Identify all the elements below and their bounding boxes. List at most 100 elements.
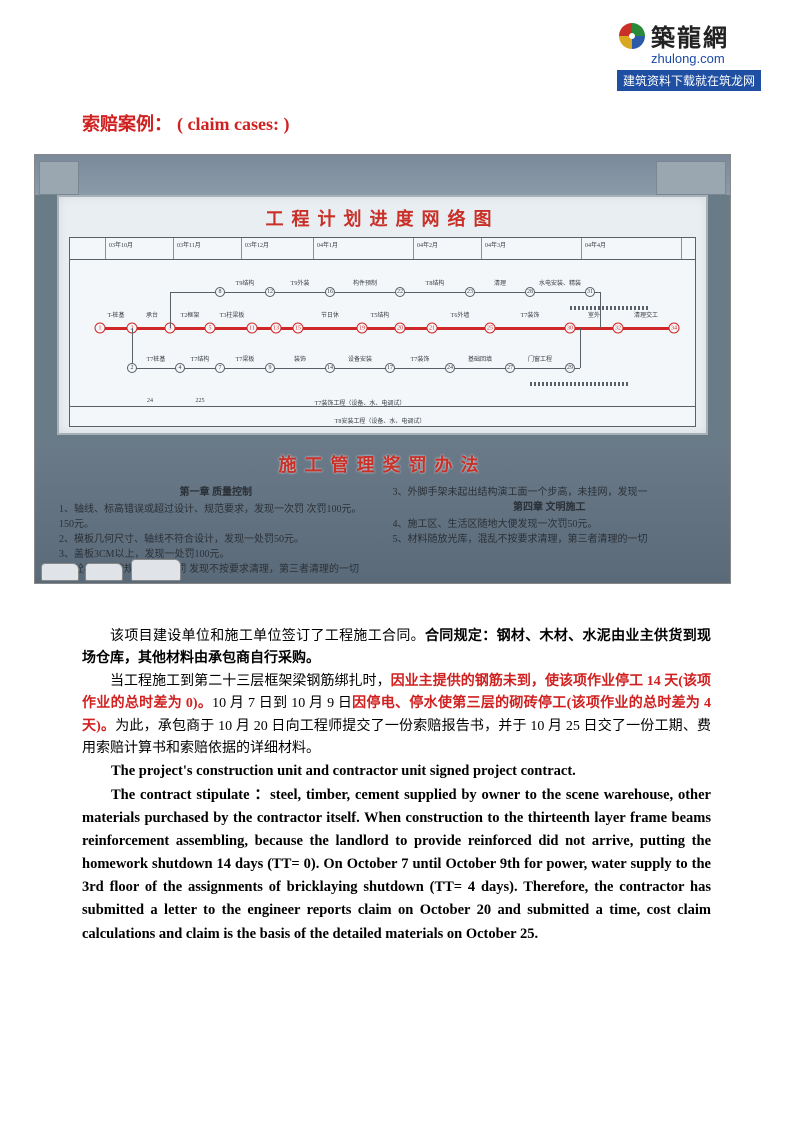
network-node: 2	[127, 363, 137, 373]
lower-title: 施工管理奖罚办法	[59, 451, 706, 477]
rules-line: 2、模板几何尺寸、轴线不符合设计，发现一处罚50元。	[59, 532, 373, 547]
activity-label: T7装饰	[411, 354, 430, 363]
critical-node: 1	[95, 323, 106, 334]
activity-label: 门窗工程	[528, 354, 552, 363]
site-logo: 築龍網 zhulong.com 建筑资料下载就在筑龙网	[617, 18, 761, 91]
network-node: 22	[395, 287, 405, 297]
network-node: 7	[215, 363, 225, 373]
activity-label: T9结构	[236, 278, 255, 287]
critical-node: 19	[357, 323, 368, 334]
activity-label: T6外墙	[451, 310, 470, 319]
activity-label: T9外装	[291, 278, 310, 287]
activity-label: 清理	[494, 278, 506, 287]
critical-node: 30	[565, 323, 576, 334]
frame-line	[70, 406, 695, 407]
upper-branch	[170, 292, 600, 293]
wavy-line	[530, 382, 630, 386]
title-cn: 索赔案例：	[82, 114, 172, 134]
logo-banner: 建筑资料下载就在筑龙网	[617, 70, 761, 91]
page-title: 索赔案例： ( claim cases: )	[82, 110, 711, 136]
network-node: 8	[215, 287, 225, 297]
activity-label: 装饰	[294, 354, 306, 363]
rules-right-chapter: 第四章 文明施工	[393, 500, 707, 515]
rules-right-col: 3、外脚手架未起出结构演工面一个步高，未挂网，发现一第四章 文明施工 4、施工区、…	[393, 485, 707, 577]
logo-pinwheel-icon	[617, 21, 647, 51]
lower-connector	[580, 328, 581, 368]
critical-node: 21	[427, 323, 438, 334]
site-photo: 工程计划进度网络图 03年10月03年11月03年12月04年1月04年2月04…	[34, 154, 731, 584]
network-node: 9	[265, 363, 275, 373]
rules-line: 150元。	[59, 517, 373, 532]
network-node: 4	[175, 363, 185, 373]
timeline-col	[70, 238, 106, 259]
critical-node: 25	[485, 323, 496, 334]
para-2: 当工程施工到第二十三层框架梁钢筋绑扎时，因业主提供的钢筋未到，使该项作业停工 1…	[82, 671, 711, 761]
activity-label: 承台	[146, 310, 158, 319]
activity-label: 清理交工	[634, 310, 658, 319]
rules-line: 3、外脚手架未起出结构演工面一个步高，未挂网，发现一	[393, 485, 707, 500]
timeline-col: 03年10月	[106, 238, 174, 259]
network-node: 23	[465, 287, 475, 297]
critical-node: 15	[293, 323, 304, 334]
activity-label: 构件预制	[353, 278, 377, 287]
network-node: 12	[265, 287, 275, 297]
activity-label: 水电安装、精装	[539, 278, 581, 287]
activity-label: T5结构	[371, 310, 390, 319]
network-node: 27	[505, 363, 515, 373]
timeline-col: 03年11月	[174, 238, 242, 259]
activity-label: T7桩基	[147, 354, 166, 363]
critical-path-line	[100, 327, 674, 330]
network-node: 24	[445, 363, 455, 373]
billboard-upper: 工程计划进度网络图 03年10月03年11月03年12月04年1月04年2月04…	[57, 195, 708, 435]
activity-label: 基础回填	[468, 354, 492, 363]
activity-label: T8结构	[426, 278, 445, 287]
wavy-line	[570, 306, 650, 310]
activity-label: T7装饰	[521, 310, 540, 319]
lower-connector	[132, 328, 133, 368]
logo-text-cn: 築龍網	[651, 18, 729, 53]
activity-label: T2框架	[181, 310, 200, 319]
rules-line: 5、材料随放光库，混乱不按要求清理，第三者清理的一切	[393, 532, 707, 547]
para-en-1: The project's construction unit and cont…	[82, 760, 711, 783]
critical-node: 11	[247, 323, 258, 334]
bottom-label: 225	[196, 398, 205, 404]
title-en: ( claim cases: )	[177, 114, 289, 134]
network-node: 14	[325, 363, 335, 373]
billboard-lower: 施工管理奖罚办法 第一章 质量控制 1、轴线、标高错误或超过设计、规范要求，发现…	[35, 443, 730, 583]
upper-connector	[170, 292, 171, 328]
logo-text-en: zhulong.com	[651, 51, 761, 66]
timeline-col: 04年1月	[314, 238, 414, 259]
activity-label: T7梁板	[236, 354, 255, 363]
network-node: 29	[565, 363, 575, 373]
timeline-col: 04年2月	[414, 238, 482, 259]
activity-label: T3柱梁板	[220, 310, 245, 319]
para-1: 该项目建设单位和施工单位签订了工程施工合同。合同规定：钢材、木材、水泥由业主供货…	[82, 626, 711, 671]
timeline-col: 03年12月	[242, 238, 314, 259]
upper-connector	[600, 292, 601, 328]
billboard-title: 工程计划进度网络图	[69, 205, 696, 231]
bottom-label: 24	[147, 398, 153, 404]
para-en-2: The contract stipulate ：steel, timber, c…	[82, 784, 711, 946]
network-node: 16	[325, 287, 335, 297]
body-text: 该项目建设单位和施工单位签订了工程施工合同。合同规定：钢材、木材、水泥由业主供货…	[82, 626, 711, 946]
rules-line: 1、轴线、标高错误或超过设计、规范要求，发现一次罚 次罚100元。	[59, 502, 373, 517]
rules-line: 4、施工区、生活区随地大便发现一次罚50元。	[393, 517, 707, 532]
activity-label: 设备安装	[348, 354, 372, 363]
rules-left-chapter: 第一章 质量控制	[59, 485, 373, 500]
network-diagram: 03年10月03年11月03年12月04年1月04年2月04年3月04年4月 1…	[69, 237, 696, 427]
network-node: 31	[585, 287, 595, 297]
critical-node: 13	[271, 323, 282, 334]
critical-node: 20	[395, 323, 406, 334]
network-node: 28	[525, 287, 535, 297]
activity-label: 节日休	[321, 310, 339, 319]
timeline-col: 04年4月	[582, 238, 682, 259]
critical-node: 5	[205, 323, 216, 334]
timeline-col: 04年3月	[482, 238, 582, 259]
network-node: 17	[385, 363, 395, 373]
activity-label: T-桩基	[107, 310, 124, 319]
activity-label: 室外	[588, 310, 600, 319]
bottom-label: T8安装工程（设备、水、电调试）	[335, 416, 426, 425]
critical-node: 34	[669, 323, 680, 334]
activity-label: T7结构	[191, 354, 210, 363]
critical-node: 32	[613, 323, 624, 334]
